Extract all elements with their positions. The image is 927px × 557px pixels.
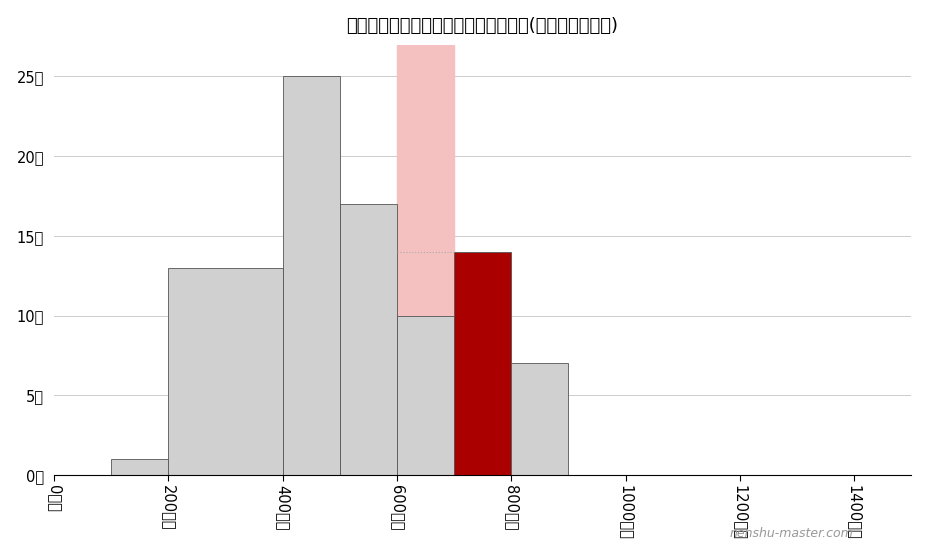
Bar xyxy=(511,363,567,475)
Bar xyxy=(397,316,453,475)
Bar xyxy=(339,204,397,475)
Bar xyxy=(397,45,453,475)
Title: 日本空港ビルデングの年収ポジション(交通・鉄道業内): 日本空港ビルデングの年収ポジション(交通・鉄道業内) xyxy=(347,17,618,35)
Bar xyxy=(282,76,339,475)
Bar xyxy=(111,459,168,475)
Bar xyxy=(453,252,511,475)
Text: nenshu-master.com: nenshu-master.com xyxy=(730,527,853,540)
Bar xyxy=(168,268,282,475)
